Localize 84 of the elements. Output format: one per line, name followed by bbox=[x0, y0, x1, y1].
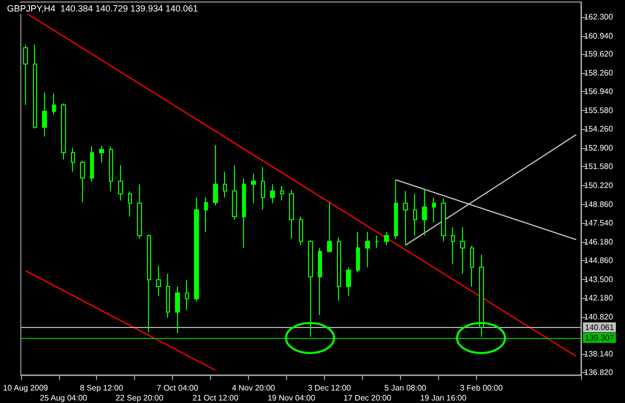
candlestick bbox=[470, 245, 474, 287]
y-tick-label: 155.580 bbox=[584, 106, 614, 116]
y-tick-label: 144.860 bbox=[584, 256, 614, 265]
y-tick-label: 140.820 bbox=[584, 312, 614, 322]
x-tick-label: 19 Jan 16:00 bbox=[420, 394, 467, 402]
candlestick bbox=[251, 173, 256, 204]
candlestick bbox=[175, 286, 180, 334]
candlestick bbox=[61, 102, 66, 160]
candlestick bbox=[42, 92, 47, 138]
candlestick bbox=[346, 266, 351, 296]
candlestick bbox=[432, 197, 436, 223]
x-tick-label: 19 Nov 04:00 bbox=[268, 394, 316, 402]
candlestick bbox=[356, 231, 360, 273]
y-tick-label: 152.900 bbox=[584, 144, 614, 153]
y-tick-label: 158.260 bbox=[584, 68, 614, 78]
y-tick-label: 146.180 bbox=[584, 237, 614, 246]
candlestick bbox=[299, 216, 303, 246]
candlestick bbox=[185, 279, 189, 311]
candlestick bbox=[413, 193, 417, 236]
y-tick-label: 143.500 bbox=[584, 274, 614, 284]
candlestick bbox=[118, 164, 123, 201]
candlestick bbox=[213, 144, 218, 206]
y-tick-label: 159.620 bbox=[584, 50, 614, 59]
candlestick bbox=[289, 189, 294, 240]
x-tick-label: 3 Feb 00:00 bbox=[460, 384, 504, 392]
y-tick-label: 154.260 bbox=[584, 124, 614, 134]
candlestick bbox=[261, 166, 265, 210]
x-tick-label: 3 Dec 12:00 bbox=[308, 384, 352, 392]
x-tick-label: 21 Oct 12:00 bbox=[192, 394, 239, 402]
candlestick bbox=[71, 147, 75, 172]
chart-title: GBPJPY,H4 140.384 140.729 139.934 140.061 bbox=[7, 4, 198, 14]
y-tick-label: 138.140 bbox=[584, 350, 614, 359]
candlestick bbox=[337, 236, 341, 302]
candlestick bbox=[270, 184, 275, 204]
candlestick bbox=[384, 231, 389, 246]
y-tick-label: 136.820 bbox=[584, 368, 614, 378]
candlestick bbox=[147, 234, 151, 333]
candlestick bbox=[242, 178, 246, 249]
x-tick-label: 10 Aug 2009 bbox=[3, 384, 49, 392]
candlestick bbox=[52, 93, 56, 116]
candlestick bbox=[90, 146, 94, 182]
candlestick bbox=[156, 265, 161, 296]
y-tick-label: 162.300 bbox=[584, 12, 614, 22]
candlestick bbox=[128, 190, 132, 218]
candlestick bbox=[460, 226, 465, 274]
candlestick bbox=[422, 188, 427, 236]
y-tick-label: 142.180 bbox=[584, 293, 614, 302]
candlestick bbox=[223, 171, 227, 198]
candlestick bbox=[318, 248, 322, 316]
candlestick bbox=[479, 254, 484, 338]
candlestick bbox=[204, 197, 208, 232]
ref-line-label: 139.307 bbox=[585, 333, 614, 342]
x-tick-label: 4 Nov 20:00 bbox=[232, 384, 276, 392]
candlestick bbox=[137, 184, 142, 240]
candlestick bbox=[109, 146, 113, 192]
y-tick-label: 151.580 bbox=[584, 162, 614, 172]
candlestick bbox=[441, 198, 446, 242]
y-tick-label: 147.540 bbox=[584, 218, 614, 228]
candlestick bbox=[365, 231, 370, 268]
candlestick bbox=[166, 273, 170, 318]
candlestick bbox=[394, 179, 398, 240]
candlestick bbox=[308, 240, 313, 338]
x-tick-label: 25 Aug 04:00 bbox=[40, 394, 88, 402]
y-tick-label: 160.940 bbox=[584, 31, 614, 40]
x-tick-label: 8 Sep 12:00 bbox=[80, 384, 124, 392]
ref-line-label: 140.061 bbox=[585, 322, 614, 332]
candlestick bbox=[451, 226, 455, 265]
candlestick bbox=[33, 44, 37, 130]
y-tick-label: 148.860 bbox=[584, 200, 614, 209]
x-tick-label: 5 Jan 08:00 bbox=[384, 384, 427, 392]
x-tick-label: 7 Oct 04:00 bbox=[156, 384, 199, 392]
candlestick bbox=[232, 164, 237, 220]
x-tick-label: 22 Sep 20:00 bbox=[116, 394, 164, 402]
x-tick-label: 17 Dec 20:00 bbox=[344, 394, 392, 402]
y-tick-label: 150.220 bbox=[584, 181, 614, 190]
candlestick bbox=[403, 190, 408, 246]
candlestick bbox=[327, 202, 332, 254]
candlestick bbox=[80, 160, 85, 203]
candlestick bbox=[23, 44, 28, 106]
candlestick bbox=[375, 235, 379, 249]
y-tick-label: 156.940 bbox=[584, 87, 614, 96]
candlestick bbox=[194, 197, 199, 302]
candlestick bbox=[99, 145, 104, 163]
candlestick bbox=[280, 186, 284, 201]
